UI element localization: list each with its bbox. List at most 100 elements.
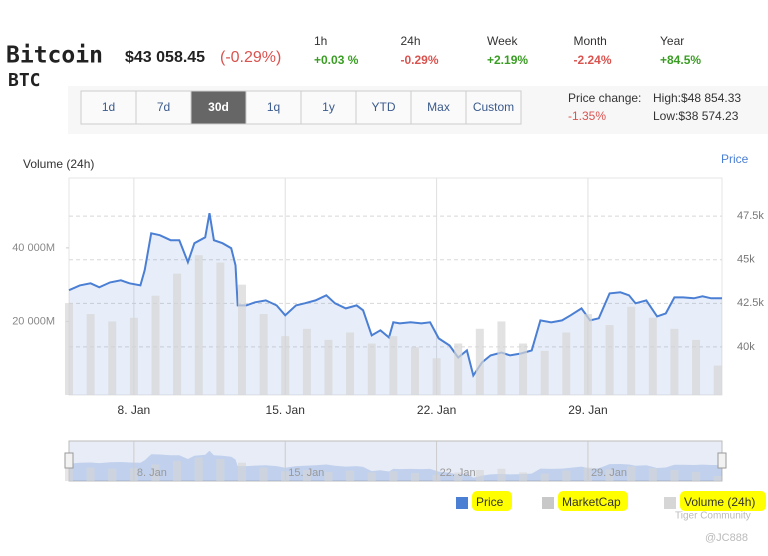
navigator-tick-label: 8. Jan: [137, 467, 167, 479]
stat-value: -0.29%: [401, 53, 439, 67]
navigator-bar: [259, 467, 268, 481]
volume-bar: [648, 317, 657, 395]
range-button-label[interactable]: YTD: [372, 100, 396, 114]
volume-bar: [713, 365, 722, 395]
stat-label: Week: [487, 34, 518, 48]
range-button[interactable]: [245, 90, 302, 125]
y2-tick-label: 42.5k: [737, 297, 764, 309]
volume-bar: [497, 321, 506, 395]
price: $43 058.45: [125, 49, 205, 66]
volume-bar: [475, 328, 484, 395]
navigator-bar: [605, 469, 614, 481]
navigator-bar: [648, 468, 657, 481]
y-axis-label: Volume (24h): [23, 157, 94, 171]
volume-bar: [410, 347, 419, 395]
coin-symbol: BTC: [8, 70, 41, 91]
navigator-bar: [519, 472, 528, 481]
volume-bar: [259, 314, 268, 395]
volume-bar: [194, 255, 203, 395]
price-change-label: Price change:: [568, 91, 641, 105]
navigator-bar: [367, 472, 376, 481]
volume-bar: [519, 343, 528, 395]
stat-value: +2.19%: [487, 53, 528, 67]
navigator-bar: [237, 462, 246, 481]
x-tick-label: 22. Jan: [417, 403, 456, 417]
price-toggle[interactable]: Price: [721, 152, 749, 166]
stat-label: 24h: [401, 34, 421, 48]
volume-bar: [605, 325, 614, 395]
volume-bar: [346, 332, 355, 395]
price-line: [68, 213, 722, 378]
price-change: (-0.29%): [220, 49, 281, 66]
navigator-bar: [713, 476, 722, 481]
volume-bar: [454, 343, 463, 395]
navigator-bar: [410, 473, 419, 481]
navigator-tick-label: 29. Jan: [591, 467, 627, 479]
price-area: [69, 213, 722, 395]
volume-bar: [86, 314, 95, 395]
navigator-bar: [454, 472, 463, 481]
price-change-value: -1.35%: [568, 109, 606, 123]
y2-tick-label: 45k: [737, 254, 755, 266]
volume-bar: [237, 284, 246, 395]
navigator-bar: [389, 471, 398, 481]
volume-bar: [281, 336, 290, 395]
range-button-label[interactable]: 30d: [208, 100, 229, 114]
legend-swatch[interactable]: [542, 497, 554, 509]
volume-bar: [627, 306, 636, 395]
volume-bar: [670, 328, 679, 395]
range-button-label[interactable]: Max: [427, 100, 450, 114]
range-button-label[interactable]: 1d: [102, 100, 115, 114]
navigator-bar: [497, 468, 506, 481]
range-button-label[interactable]: 1y: [322, 100, 335, 114]
stat-label: Year: [660, 34, 684, 48]
navigator-bar: [562, 470, 571, 481]
navigator-tick-label: 15. Jan: [288, 467, 324, 479]
range-button[interactable]: [355, 90, 412, 125]
range-button-label[interactable]: 7d: [157, 100, 170, 114]
y-tick-label: 20 000M: [12, 315, 55, 327]
legend-label[interactable]: MarketCap: [562, 495, 621, 509]
range-button-label[interactable]: 1q: [267, 100, 280, 114]
y2-tick-label: 47.5k: [737, 210, 764, 222]
volume-bar: [583, 314, 592, 395]
navigator-bar: [627, 466, 636, 481]
volume-bar: [432, 358, 441, 395]
navigator-bar: [216, 459, 225, 481]
range-button[interactable]: [135, 90, 192, 125]
range-button[interactable]: [300, 90, 357, 125]
range-button[interactable]: [190, 90, 247, 125]
navigator-bar: [108, 468, 117, 481]
range-button-label[interactable]: Custom: [473, 100, 514, 114]
navigator-bar: [86, 467, 95, 481]
y2-tick-label: 40k: [737, 341, 755, 353]
watermark-user: @JC888: [705, 532, 748, 544]
navigator-tick-label: 22. Jan: [440, 467, 476, 479]
range-button[interactable]: [80, 90, 137, 125]
navigator-bar: [302, 470, 311, 481]
navigator-bar: [692, 471, 701, 481]
legend-label[interactable]: Price: [476, 495, 504, 509]
x-tick-label: 15. Jan: [266, 403, 305, 417]
navigator-handle[interactable]: [717, 452, 727, 469]
legend-swatch[interactable]: [664, 497, 676, 509]
high: High:$48 854.33: [653, 91, 741, 105]
volume-bar: [302, 328, 311, 395]
watermark-brand: Tiger Community: [675, 511, 751, 522]
navigator-bar: [540, 473, 549, 481]
legend-label[interactable]: Volume (24h): [684, 495, 755, 509]
volume-bar: [324, 339, 333, 395]
navigator-bar: [324, 471, 333, 481]
navigator-bar: [173, 460, 182, 481]
stat-value: +0.03 %: [314, 53, 359, 67]
volume-bar: [173, 273, 182, 395]
navigator-handle[interactable]: [64, 452, 74, 469]
legend-highlight: [558, 491, 628, 511]
coin-name: Bitcoin: [6, 43, 103, 69]
navigator-bar: [65, 465, 73, 481]
range-button[interactable]: [465, 90, 522, 125]
legend-swatch[interactable]: [456, 497, 468, 509]
x-tick-label: 29. Jan: [568, 403, 607, 417]
stat-value: -2.24%: [574, 53, 612, 67]
